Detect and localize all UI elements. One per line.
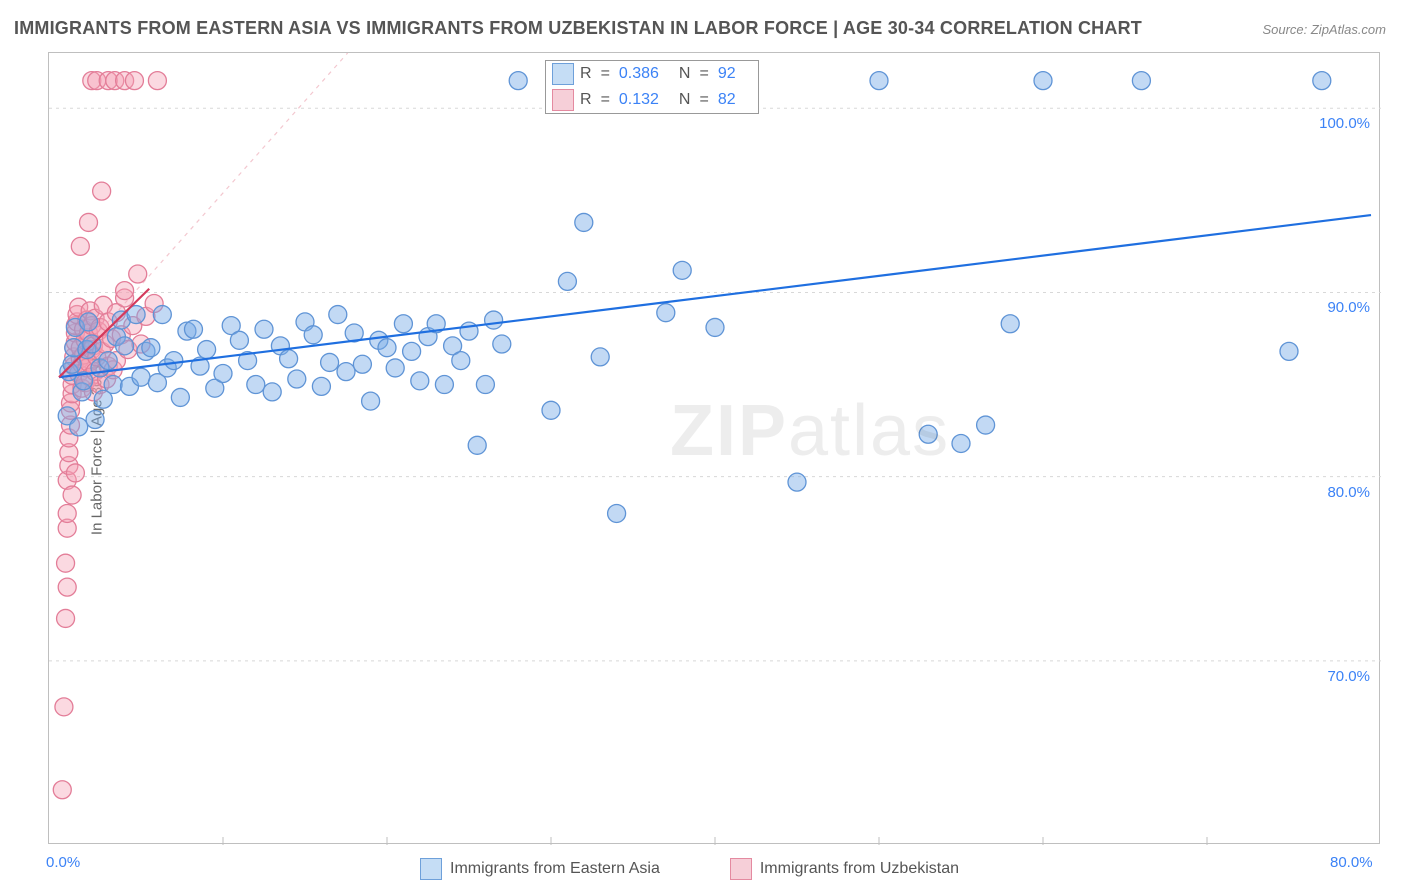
equals-sign: = [601, 65, 610, 83]
legend-stats-row-uzbekistan: R = 0.132 N = 82 [546, 87, 758, 113]
swatch-eastern-asia [552, 63, 574, 85]
scatter-svg [49, 53, 1381, 845]
source-prefix: Source: [1262, 22, 1310, 37]
legend-r-value-uz: 0.132 [619, 91, 673, 109]
x-axis-max-label: 80.0% [1330, 854, 1373, 871]
equals-sign: = [699, 91, 708, 109]
source-attribution: Source: ZipAtlas.com [1262, 22, 1386, 37]
legend-item-uzbekistan: Immigrants from Uzbekistan [730, 858, 959, 880]
legend-stats: R = 0.386 N = 92 R = 0.132 N = 82 [545, 60, 759, 114]
swatch-uzbekistan [730, 858, 752, 880]
legend-n-value-uz: 82 [718, 91, 748, 109]
swatch-uzbekistan [552, 89, 574, 111]
y-tick-label: 90.0% [1310, 299, 1370, 316]
swatch-eastern-asia [420, 858, 442, 880]
chart-container: IMMIGRANTS FROM EASTERN ASIA VS IMMIGRAN… [0, 0, 1406, 892]
legend-r-label: R [580, 91, 592, 109]
chart-title: IMMIGRANTS FROM EASTERN ASIA VS IMMIGRAN… [14, 18, 1142, 39]
legend-r-label: R [580, 65, 592, 83]
y-tick-label: 70.0% [1310, 668, 1370, 685]
equals-sign: = [601, 91, 610, 109]
y-tick-label: 100.0% [1310, 115, 1370, 132]
legend-n-label: N [679, 65, 691, 83]
source-site: ZipAtlas.com [1311, 22, 1386, 37]
legend-stats-row-eastern-asia: R = 0.386 N = 92 [546, 61, 758, 87]
legend-r-value-ea: 0.386 [619, 65, 673, 83]
plot-area [48, 52, 1380, 844]
legend-n-label: N [679, 91, 691, 109]
legend-item-eastern-asia: Immigrants from Eastern Asia [420, 858, 660, 880]
legend-series: Immigrants from Eastern Asia Immigrants … [420, 858, 1019, 880]
equals-sign: = [699, 65, 708, 83]
y-tick-label: 80.0% [1310, 484, 1370, 501]
legend-n-value-ea: 92 [718, 65, 748, 83]
legend-label-eastern-asia: Immigrants from Eastern Asia [450, 860, 660, 878]
legend-label-uzbekistan: Immigrants from Uzbekistan [760, 860, 959, 878]
x-axis-min-label: 0.0% [46, 854, 80, 871]
